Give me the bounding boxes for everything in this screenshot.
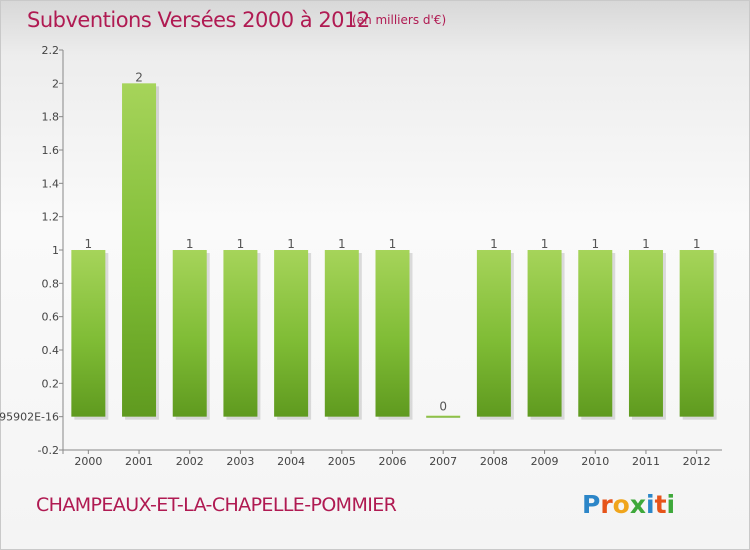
x-tick-label: 2012 [683,455,711,468]
y-tick-label: 0.6 [42,311,60,324]
value-label: 1 [338,237,346,251]
x-tick-label: 2000 [74,455,102,468]
x-tick-label: 2006 [379,455,407,468]
value-label: 1 [186,237,194,251]
value-label: 1 [642,237,650,251]
bar [426,415,461,418]
y-tick-label: 2 [52,77,59,90]
y-tick-label: -1.5265566588595902E-16 [0,411,59,424]
value-label: 1 [85,237,93,251]
chart-title: Subventions Versées 2000 à 2012 [27,8,370,32]
bar [122,83,157,417]
bar [679,250,714,417]
commune-name: CHAMPEAUX-ET-LA-CHAPELLE-POMMIER [36,494,397,516]
bars [71,83,714,418]
value-label: 0 [439,400,447,414]
y-tick-label: 1.8 [42,111,60,124]
logo-letter-r: r [600,490,613,519]
value-label: 1 [389,237,397,251]
x-tick-label: 2011 [632,455,660,468]
x-tick-label: 2010 [581,455,609,468]
x-axis-ticks: 2000 2001 2002 2003 2004 2005 2006 2007 2008 2009… [74,450,711,468]
value-label: 2 [135,70,143,84]
y-tick-label: 2.2 [42,44,60,57]
value-label: 1 [591,237,599,251]
bar [628,250,663,417]
bar [375,250,410,417]
value-label: 1 [490,237,498,251]
x-tick-label: 2008 [480,455,508,468]
chart-unit: (en milliers d'€) [352,13,447,27]
bar [172,250,207,417]
x-tick-label: 2007 [429,455,457,468]
logo-letter-o: o [612,490,630,519]
y-tick-label: 1 [52,244,59,257]
bar [527,250,562,417]
y-axis-ticks: -0.2 -1.5265566588595902E-16 0.2 0.4 0.6 0.8 1… [0,44,63,457]
value-label: 1 [287,237,295,251]
logo-letter-x: x [629,490,646,519]
y-tick-label: 0.8 [42,277,60,290]
proxiti-logo: Proxiti [582,490,675,519]
y-tick-label: -0.2 [38,444,59,457]
bar [71,250,106,417]
y-tick-label: 1.2 [42,211,60,224]
bar [223,250,258,417]
x-tick-label: 2003 [226,455,254,468]
value-labels: 1 2 1 1 1 1 1 0 1 1 1 1 1 [85,70,701,413]
value-label: 1 [693,237,701,251]
value-label: 1 [541,237,549,251]
logo-letter-i: i [646,490,655,519]
logo-letter-i2: i [666,490,676,519]
logo-letter-t: t [654,490,667,519]
x-tick-label: 2001 [125,455,153,468]
x-tick-label: 2009 [531,455,559,468]
x-tick-label: 2002 [176,455,204,468]
bar [578,250,613,417]
bar [274,250,309,417]
x-tick-label: 2005 [328,455,356,468]
value-label: 1 [237,237,245,251]
y-tick-label: 1.4 [42,177,60,190]
y-tick-label: 1.6 [42,144,60,157]
y-tick-label: 0.4 [42,344,60,357]
bar [476,250,511,417]
bar [324,250,359,417]
logo-letter-p: P [582,490,601,519]
y-tick-label: 0.2 [42,377,60,390]
x-tick-label: 2004 [277,455,305,468]
